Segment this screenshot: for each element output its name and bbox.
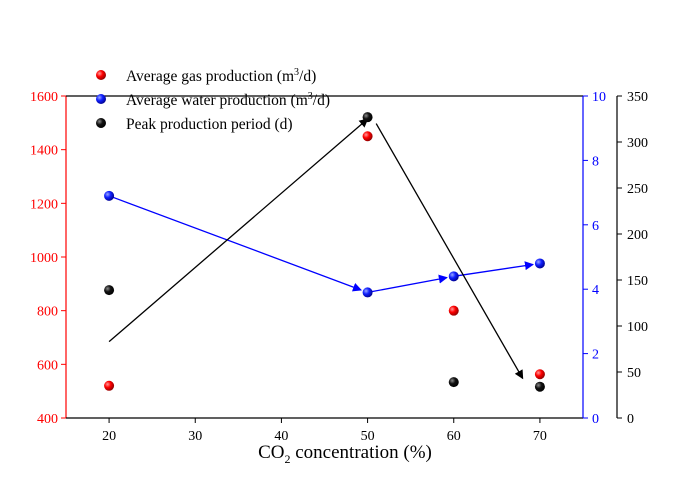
legend-marker-peak — [96, 118, 106, 128]
left-tick-label: 600 — [37, 358, 58, 373]
trend-arrow — [375, 123, 524, 380]
left-tick-label: 1000 — [30, 251, 58, 266]
water-data-point — [448, 271, 459, 282]
x-tick-label: 50 — [361, 429, 375, 444]
right1-tick-label: 10 — [592, 90, 606, 105]
left-tick-label: 1200 — [30, 197, 58, 212]
gas-data-point — [104, 380, 115, 391]
left-tick-label: 1400 — [30, 144, 58, 159]
legend-label-water: Average water production (m3/d) — [126, 91, 330, 109]
right1-tick-label: 6 — [592, 219, 599, 234]
legend: Average gas production (m3/d) Average wa… — [96, 67, 330, 133]
right1-tick-label: 8 — [592, 154, 599, 169]
x-axis-ticks: 20 30 40 50 60 70 — [102, 418, 547, 444]
right1-tick-label: 0 — [592, 412, 599, 427]
water-data-point — [534, 258, 545, 269]
left-tick-label: 800 — [37, 305, 58, 320]
right2-tick-label: 350 — [627, 90, 648, 105]
legend-label-gas: Average gas production (m3/d) — [126, 67, 316, 85]
peak-data-point — [362, 112, 373, 123]
gas-data-point — [448, 305, 459, 316]
left-tick-label: 1600 — [30, 90, 58, 105]
right2-tick-label: 250 — [627, 182, 648, 197]
peak-data-point — [104, 285, 115, 296]
gas-data-point — [362, 131, 373, 142]
water-data-point — [362, 287, 373, 298]
left-tick-label: 400 — [37, 412, 58, 427]
peak-data-point — [448, 377, 459, 388]
right2-tick-label: 200 — [627, 228, 648, 243]
right1-tick-label: 4 — [592, 283, 599, 298]
trend-arrow — [108, 118, 369, 343]
water-line-segment — [108, 195, 362, 292]
x-tick-label: 30 — [188, 429, 202, 444]
water-line-segment — [453, 261, 534, 277]
right2-tick-label: 50 — [627, 366, 641, 381]
legend-marker-gas — [96, 70, 106, 80]
x-axis-title: CO2 concentration (%) — [258, 442, 432, 466]
x-tick-label: 60 — [447, 429, 461, 444]
gas-data-point — [534, 369, 545, 380]
right2-tick-label: 300 — [627, 136, 648, 151]
water-line-segment — [367, 274, 448, 294]
x-tick-label: 70 — [533, 429, 547, 444]
trend-arrows — [108, 118, 524, 380]
legend-marker-water — [96, 94, 106, 104]
left-axis-ticks: 400 600 800 1000 1200 1400 1600 — [30, 90, 66, 427]
water-data-point — [104, 190, 115, 201]
data-points — [104, 112, 545, 392]
right1-axis-ticks: 0 2 4 6 8 10 — [583, 90, 606, 427]
peak-data-point — [534, 381, 545, 392]
right1-tick-label: 2 — [592, 348, 599, 363]
x-tick-label: 40 — [274, 429, 288, 444]
series-lines — [108, 195, 534, 294]
right2-tick-label: 0 — [627, 412, 634, 427]
right2-axis-ticks: 0 50 100 150 200 250 300 350 — [617, 90, 648, 427]
legend-label-peak: Peak production period (d) — [126, 116, 293, 133]
right2-tick-label: 150 — [627, 274, 648, 289]
right2-tick-label: 100 — [627, 320, 648, 335]
x-tick-label: 20 — [102, 429, 116, 444]
